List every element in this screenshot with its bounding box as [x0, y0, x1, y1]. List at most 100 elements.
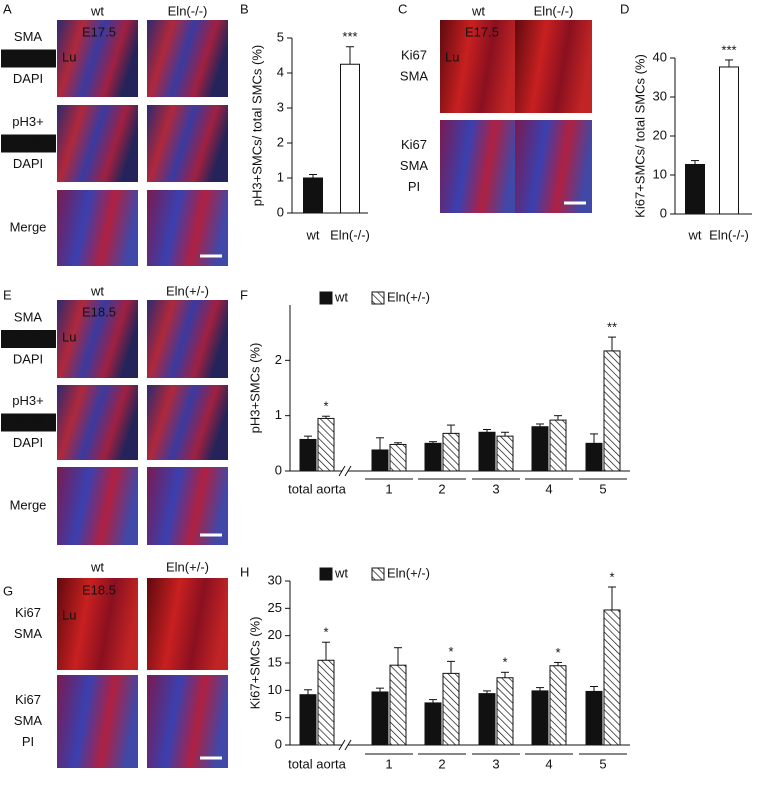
x-tick-label: Eln(-/-) [709, 227, 749, 242]
legend-swatch [319, 567, 333, 581]
x-tick-label: 1 [385, 756, 392, 771]
column-label: wt [90, 283, 104, 298]
x-tick-label: 4 [545, 481, 552, 496]
bar [317, 659, 335, 746]
label-box [1, 330, 56, 348]
y-tick-label: 0 [275, 736, 282, 751]
column-label: Eln(+/-) [166, 283, 209, 298]
micrograph-image [147, 20, 228, 97]
channel-label: pH3+ [12, 393, 43, 408]
column-label: Eln(-/-) [534, 3, 574, 18]
x-tick-label: 2 [438, 756, 445, 771]
channel-label: SMA [14, 626, 43, 641]
channel-label: CD31 [11, 50, 44, 65]
stage-label: E17.5 [82, 24, 116, 39]
lumen-label: Lu [445, 49, 459, 64]
micrograph-image [515, 20, 592, 113]
x-tick-label: 5 [599, 756, 606, 771]
channel-label: SMA [400, 68, 429, 83]
bar [299, 438, 317, 472]
micrograph-image [515, 120, 592, 213]
significance-label: * [323, 625, 328, 640]
channel-label: Merge [10, 219, 47, 234]
y-tick-label: 1 [275, 407, 282, 422]
legend-swatch [319, 291, 333, 305]
x-tick-label: 4 [545, 756, 552, 771]
channel-label: Ki67 [15, 692, 41, 707]
x-tick-label: wt [306, 227, 320, 242]
lumen-label: Lu [62, 329, 76, 344]
y-tick-label: 20 [653, 127, 667, 142]
y-axis-label: Ki67+SMCs (%) [247, 617, 262, 710]
significance-label: *** [342, 29, 357, 44]
channel-label: PI [408, 179, 420, 194]
bar [442, 432, 460, 472]
x-tick-label: total aorta [288, 481, 347, 496]
panel-letter: F [240, 287, 248, 302]
channel-label: Ki67 [401, 137, 427, 152]
legend-label: Eln(+/-) [387, 289, 430, 304]
label-box [1, 134, 56, 153]
micrograph-image [147, 105, 228, 182]
bar [531, 426, 549, 472]
significance-label: ** [607, 320, 617, 335]
micrograph-image [147, 190, 228, 266]
y-tick-label: 5 [277, 29, 284, 44]
y-tick-label: 0 [660, 205, 667, 220]
y-tick-label: 20 [268, 627, 282, 642]
y-tick-label: 30 [268, 572, 282, 587]
micrograph-image [147, 385, 228, 460]
stage-label: E18.5 [82, 582, 116, 597]
channel-label: DAPI [13, 156, 43, 171]
significance-label: * [323, 399, 328, 414]
stage-label: E17.5 [465, 24, 499, 39]
channel-label: DAPI [13, 435, 43, 450]
micrograph-image [57, 385, 138, 460]
channel-label: CD31 [11, 414, 44, 429]
bar [585, 442, 603, 472]
legend-label: wt [334, 289, 348, 304]
y-tick-label: 3 [277, 99, 284, 114]
significance-label: * [555, 645, 560, 660]
bar [389, 664, 407, 746]
channel-label: pH3+ [12, 114, 43, 129]
bar [478, 693, 496, 746]
channel-label: Ki67 [401, 47, 427, 62]
y-tick-label: 2 [277, 134, 284, 149]
y-tick-label: 2 [275, 352, 282, 367]
lumen-label: Lu [62, 607, 76, 622]
y-axis-label: pH3+SMCs (%) [247, 343, 262, 434]
panel-letter: A [3, 1, 12, 16]
micrograph-image [440, 120, 517, 213]
bar [549, 419, 567, 472]
micrograph-image [57, 300, 138, 378]
stage-label: E18.5 [82, 304, 116, 319]
axis-break [344, 465, 352, 477]
bar [478, 431, 496, 472]
y-tick-label: 0 [275, 462, 282, 477]
y-axis-label: Ki67+SMCs/ total SMCs (%) [632, 54, 647, 218]
x-tick-label: 3 [492, 481, 499, 496]
x-tick-label: Eln(-/-) [330, 227, 370, 242]
label-box [1, 49, 56, 68]
bar [371, 449, 389, 472]
y-tick-label: 40 [653, 49, 667, 64]
bar [585, 690, 603, 746]
channel-label: SMA [14, 309, 43, 324]
x-tick-label: total aorta [288, 756, 347, 771]
x-tick-label: 1 [385, 481, 392, 496]
bar [719, 66, 739, 215]
legend-swatch [371, 567, 385, 581]
y-tick-label: 10 [268, 682, 282, 697]
legend-label: wt [334, 565, 348, 580]
channel-label: SMA [14, 713, 43, 728]
micrograph-image [57, 675, 138, 768]
y-tick-label: 15 [268, 654, 282, 669]
bar [299, 694, 317, 746]
panel-letter: D [620, 1, 629, 16]
y-tick-label: 25 [268, 600, 282, 615]
micrograph-image [147, 578, 228, 670]
panel-letter: B [240, 1, 249, 16]
bar [424, 702, 442, 746]
micrograph-image [147, 467, 228, 545]
